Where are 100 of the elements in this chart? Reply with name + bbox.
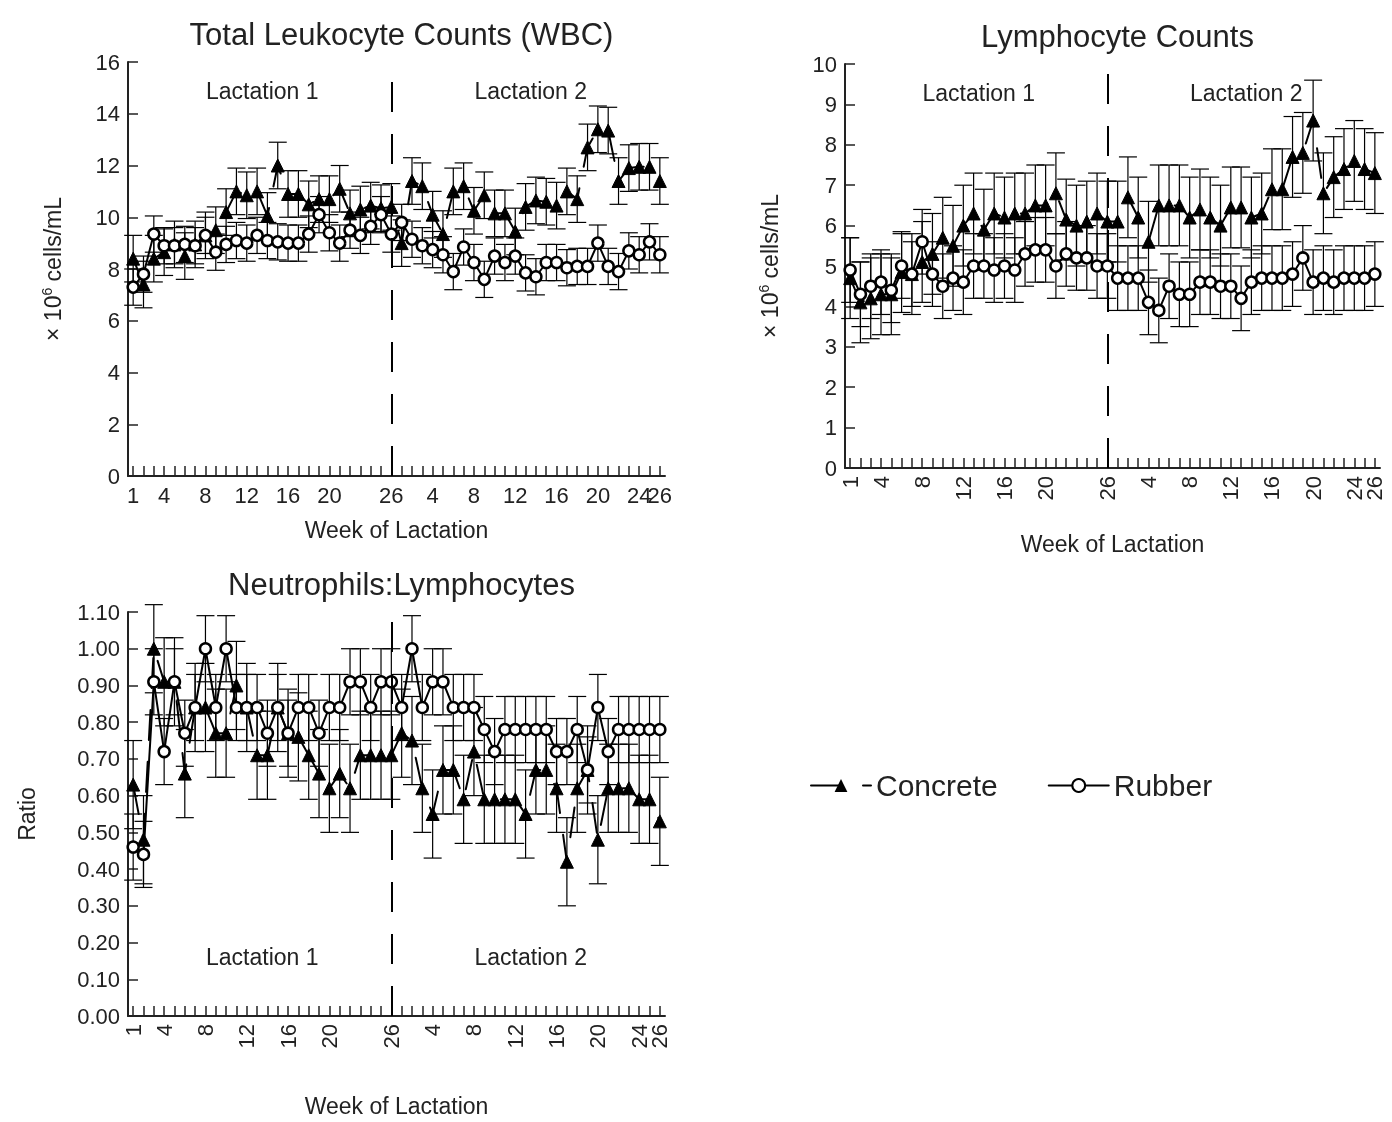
y-tick-label: 0.50 (77, 819, 120, 845)
point (1254, 271, 1269, 285)
point (549, 198, 564, 213)
y-axis-title: Ratio (13, 787, 40, 841)
y-tick-label: 12 (95, 153, 120, 178)
point (559, 184, 574, 199)
point (653, 722, 667, 737)
point (580, 140, 595, 155)
point (518, 266, 533, 280)
point (1182, 287, 1197, 302)
point (1337, 271, 1351, 285)
x-tick-label: 26 (1094, 476, 1120, 501)
y-tick-label: 6 (824, 213, 837, 239)
x-tick-label: 20 (585, 482, 611, 508)
point (590, 832, 605, 847)
point (884, 283, 899, 297)
point (332, 700, 347, 715)
point (1264, 182, 1279, 197)
point (301, 700, 316, 715)
point (219, 726, 234, 741)
point (1120, 190, 1135, 205)
point (997, 259, 1012, 273)
annotation: Lactation 2 (474, 944, 588, 971)
point (178, 726, 192, 740)
point (570, 192, 585, 207)
y-tick-label: 0.30 (77, 893, 120, 919)
point (518, 199, 533, 214)
point (312, 192, 327, 207)
point (332, 181, 347, 196)
chart-title: Neutrophils:Lymphocytes (228, 567, 575, 602)
x-tick-label: 16 (991, 476, 1017, 501)
point (1275, 182, 1290, 197)
point (1038, 198, 1053, 213)
x-tick-label: 1 (127, 482, 140, 508)
x-tick-label: 4 (1136, 476, 1162, 489)
point (404, 733, 419, 748)
point (1059, 212, 1074, 227)
point (415, 238, 430, 253)
point (1162, 198, 1177, 213)
point (456, 792, 471, 807)
point (467, 700, 481, 715)
point (642, 159, 657, 174)
point (146, 251, 161, 266)
point (229, 678, 244, 693)
y-tick-label: 0.90 (77, 672, 120, 698)
point (436, 675, 450, 689)
point (1326, 170, 1341, 185)
point (611, 174, 626, 189)
point (1357, 162, 1372, 177)
point (147, 675, 161, 689)
point (1285, 149, 1300, 164)
point (1090, 206, 1105, 221)
y-tick-label: 0.80 (77, 709, 120, 735)
point (178, 237, 192, 252)
point (198, 641, 213, 656)
point (446, 184, 461, 199)
point (987, 206, 1002, 221)
point (136, 832, 151, 847)
point (621, 161, 636, 176)
point (446, 762, 461, 777)
point (1069, 251, 1084, 265)
point (1203, 275, 1217, 289)
point (405, 232, 419, 246)
annotation: Lactation 2 (1189, 79, 1303, 106)
point (312, 766, 327, 781)
point (966, 206, 981, 221)
x-axis-title: Week of Lactation (304, 516, 489, 543)
x-tick-label: 4 (151, 1024, 177, 1037)
point (1244, 210, 1259, 225)
point (946, 271, 960, 285)
point (1368, 267, 1382, 281)
point (1347, 153, 1362, 168)
point (498, 722, 512, 737)
x-tick-label: 4 (868, 476, 894, 489)
point (1357, 271, 1372, 285)
point (956, 218, 971, 233)
y-tick-label: 0.70 (77, 746, 120, 772)
legend-label: Rubber (1113, 769, 1213, 803)
point (1192, 202, 1207, 217)
point (1018, 206, 1033, 221)
point (853, 287, 868, 302)
point (363, 748, 378, 763)
x-tick-label: 8 (909, 476, 935, 489)
point (570, 722, 584, 737)
point (622, 722, 636, 737)
point (209, 700, 223, 715)
point (322, 226, 337, 240)
point (863, 291, 878, 306)
point (177, 766, 192, 781)
x-tick-label: 8 (461, 1024, 487, 1037)
point (343, 675, 357, 689)
point (1151, 198, 1166, 213)
point (219, 641, 233, 656)
point (570, 781, 585, 796)
point (260, 233, 275, 248)
point (467, 255, 481, 270)
point (425, 675, 440, 689)
point (219, 205, 234, 220)
point (353, 202, 368, 217)
annotation: Lactation 1 (205, 77, 319, 104)
